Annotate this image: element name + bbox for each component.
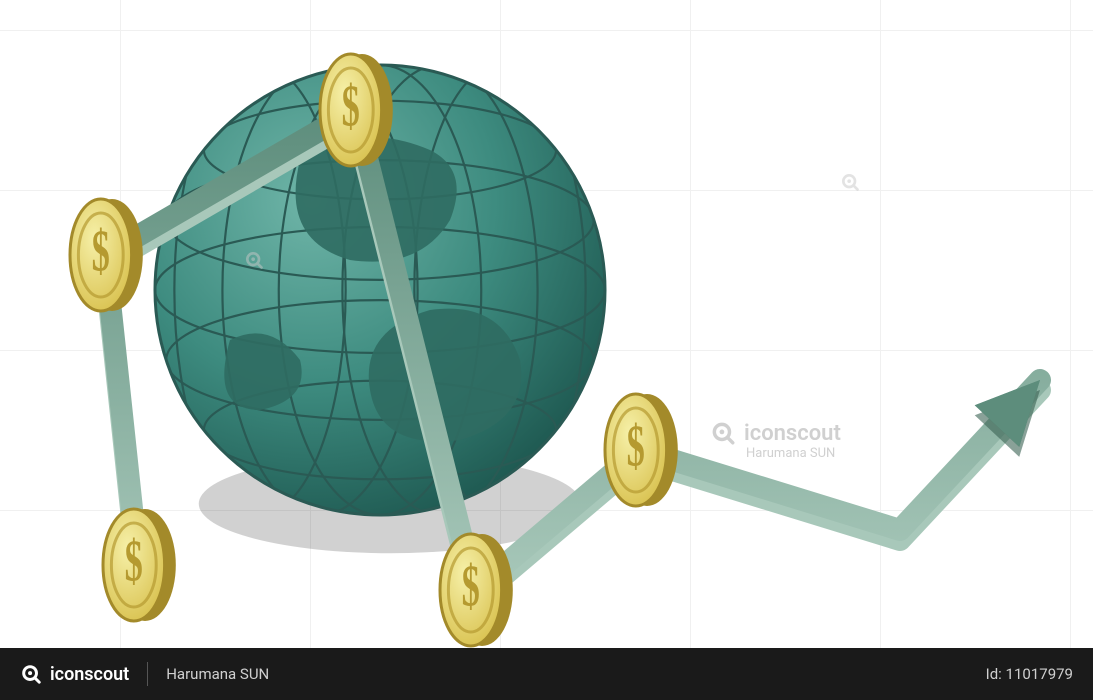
global-finance-illustration: $ $ $ $ $ [0, 0, 1093, 648]
svg-text:$: $ [342, 73, 360, 139]
watermark-brand: iconscout [744, 421, 841, 446]
svg-text:$: $ [627, 413, 645, 479]
illustration-canvas: $ $ $ $ $ iconscout Harumana SUN [0, 0, 1093, 648]
footer-separator [147, 662, 148, 686]
watermark-main: iconscout Harumana SUN [710, 420, 841, 446]
search-target-icon [20, 663, 42, 685]
search-target-icon [710, 420, 736, 446]
footer-author[interactable]: Harumana SUN [166, 665, 269, 683]
svg-text:$: $ [462, 553, 480, 619]
svg-text:$: $ [92, 218, 110, 284]
footer-brand[interactable]: iconscout [20, 663, 129, 685]
footer-id: Id: 11017979 [986, 665, 1073, 683]
svg-text:$: $ [125, 528, 143, 594]
footer-brand-text: iconscout [50, 664, 129, 685]
watermark-icon [840, 172, 860, 196]
watermark-author: Harumana SUN [746, 446, 835, 461]
watermark-icon [244, 250, 264, 274]
attribution-footer: iconscout Harumana SUN Id: 11017979 [0, 648, 1093, 700]
